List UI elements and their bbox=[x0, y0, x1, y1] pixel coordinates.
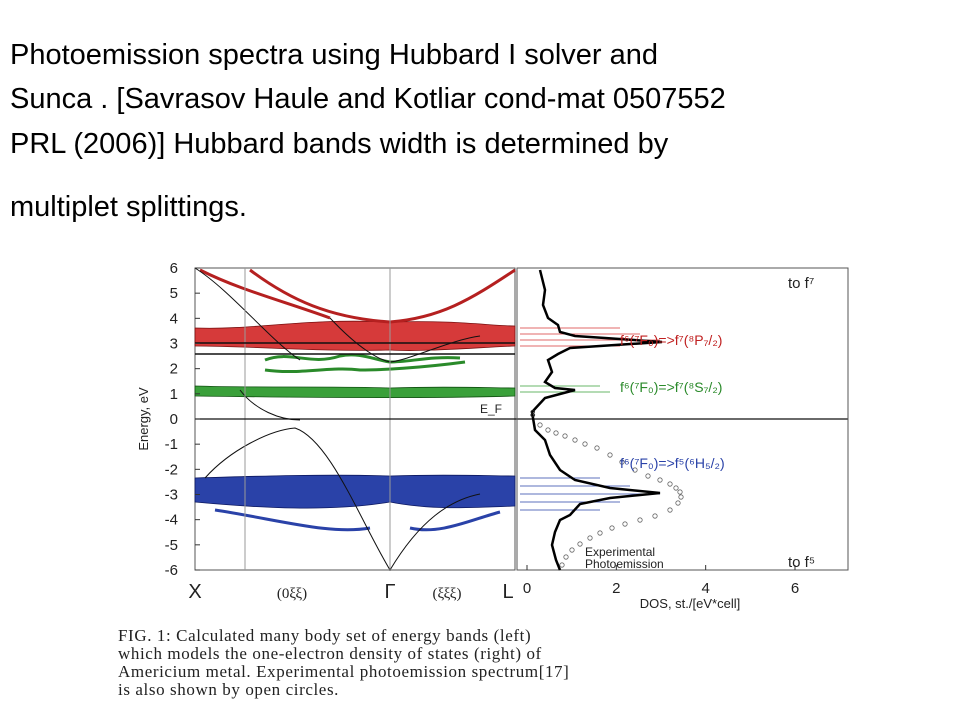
open-circle bbox=[677, 489, 683, 495]
open-circle bbox=[572, 437, 578, 443]
band-line bbox=[204, 427, 481, 571]
open-circle bbox=[607, 452, 613, 458]
title-line: PRL (2006)] Hubbard bands width is deter… bbox=[10, 128, 669, 160]
caption: FIG. 1: Calculated many body set of ener… bbox=[118, 626, 569, 699]
open-circle bbox=[559, 562, 565, 568]
open-circle bbox=[563, 554, 569, 560]
title-line: Photoemission spectra using Hubbard I so… bbox=[10, 39, 658, 71]
y-tick-label: 2 bbox=[170, 361, 178, 378]
x-tick-label: 2 bbox=[612, 580, 620, 597]
title-line: multiplet splittings. bbox=[10, 191, 247, 223]
blue-band bbox=[194, 474, 516, 509]
annotation: to f⁷ bbox=[788, 275, 814, 292]
open-circle bbox=[632, 467, 638, 473]
open-circle bbox=[657, 477, 663, 483]
open-circle bbox=[667, 507, 673, 513]
green-band bbox=[194, 385, 516, 398]
y-tick-label: -3 bbox=[165, 487, 178, 504]
k-label: X bbox=[188, 581, 201, 603]
y-tick-label: 1 bbox=[170, 386, 178, 403]
open-circle bbox=[553, 430, 559, 436]
y-tick-label: 5 bbox=[170, 285, 178, 302]
x-tick-label: 0 bbox=[523, 580, 531, 597]
y-tick-label: 0 bbox=[170, 411, 178, 428]
open-circle bbox=[675, 500, 681, 506]
open-circle bbox=[545, 427, 551, 433]
y-tick-label: 4 bbox=[170, 310, 178, 327]
caption-line: is also shown by open circles. bbox=[118, 680, 339, 699]
caption-line: which models the one-electron density of… bbox=[118, 644, 542, 663]
red-curves bbox=[199, 268, 516, 324]
open-circle bbox=[645, 473, 651, 479]
red-band bbox=[194, 320, 516, 351]
annotation: f⁶(⁷F₀)=>f⁵(⁶H₅/₂) bbox=[620, 455, 725, 471]
marker-label: 8 bbox=[530, 409, 536, 420]
figure: -6 -5 -4 -3 -2 -1 0 1 2 3 4 5 6 Energy, eV X (0ξξ) Γ (ξξξ… bbox=[136, 260, 849, 611]
open-circle bbox=[622, 521, 628, 527]
green-curves bbox=[264, 353, 466, 374]
y-axis-label: Energy, eV bbox=[136, 387, 151, 451]
k-label: L bbox=[502, 581, 513, 603]
open-circle bbox=[537, 422, 543, 428]
y-tick-label: -6 bbox=[165, 562, 178, 579]
x-tick-label: 6 bbox=[791, 580, 799, 597]
open-circle bbox=[637, 517, 643, 523]
y-tick-label: -4 bbox=[165, 512, 178, 529]
dos-curve bbox=[530, 269, 663, 571]
caption-line: FIG. 1: Calculated many body set of ener… bbox=[118, 626, 531, 645]
open-circle bbox=[587, 535, 593, 541]
dos-panel bbox=[516, 267, 849, 571]
y-tick-label: -5 bbox=[165, 537, 178, 554]
fermi-label: E_F bbox=[480, 402, 502, 416]
band-panel bbox=[194, 267, 848, 571]
y-tick-label: 3 bbox=[170, 336, 178, 353]
y-tick-label: 6 bbox=[170, 260, 178, 277]
open-circle bbox=[582, 441, 588, 447]
panel-frame bbox=[516, 267, 849, 571]
blue-curves bbox=[214, 508, 501, 532]
open-circle bbox=[597, 530, 603, 536]
title-line: Sunca . [Savrasov Haule and Kotliar cond… bbox=[10, 83, 726, 115]
annotation: Photoemission bbox=[585, 557, 664, 571]
annotation: f⁶(⁷F₀)=>f⁷(⁸P₇/₂) bbox=[620, 332, 722, 348]
open-circle bbox=[678, 494, 684, 500]
y-tick-label: -1 bbox=[165, 436, 178, 453]
y-tick-label: -2 bbox=[165, 461, 178, 478]
open-circle bbox=[562, 433, 568, 439]
k-label: Γ bbox=[384, 581, 395, 603]
photoemission-circles bbox=[537, 422, 684, 568]
open-circle bbox=[609, 525, 615, 531]
annotation: f⁶(⁷F₀)=>f⁷(⁸S₇/₂) bbox=[620, 379, 722, 395]
k-label: (0ξξ) bbox=[277, 586, 307, 602]
open-circle bbox=[667, 481, 673, 487]
open-circle bbox=[652, 513, 658, 519]
annotation: to f⁵ bbox=[788, 554, 815, 571]
k-label: (ξξξ) bbox=[433, 586, 462, 602]
x-tick-label: 4 bbox=[701, 580, 709, 597]
open-circle bbox=[569, 547, 575, 553]
x-axis-label: DOS, st./[eV*cell] bbox=[640, 596, 740, 611]
title: Photoemission spectra using Hubbard I so… bbox=[10, 39, 726, 223]
open-circle bbox=[577, 541, 583, 547]
open-circle bbox=[619, 459, 625, 465]
level-lines bbox=[520, 327, 660, 511]
open-circle bbox=[594, 445, 600, 451]
annotation: Experimental bbox=[585, 545, 655, 559]
open-circle bbox=[673, 485, 679, 491]
caption-line: Americium metal. Experimental photoemiss… bbox=[118, 662, 569, 681]
